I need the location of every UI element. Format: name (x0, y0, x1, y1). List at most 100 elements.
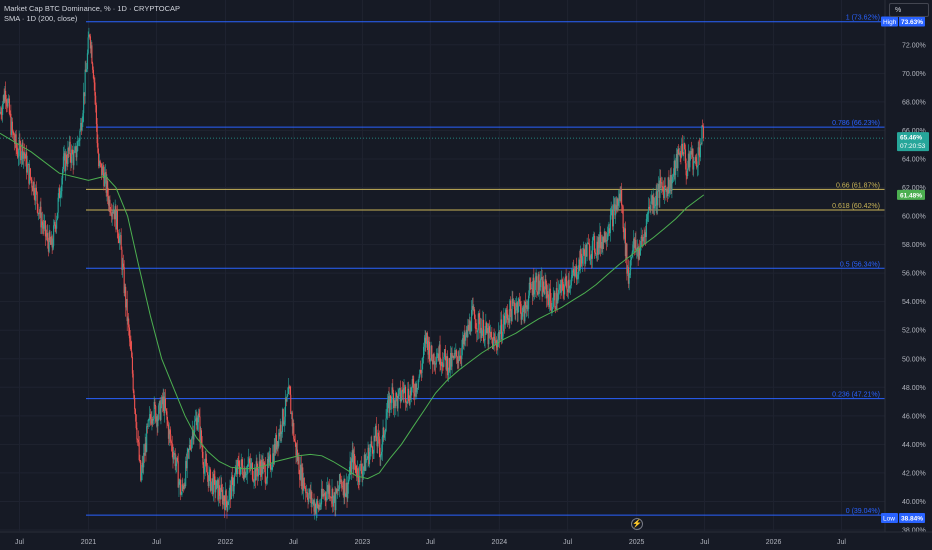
candle-body (7, 100, 9, 107)
candle-body (591, 240, 593, 259)
candle-body (489, 332, 491, 333)
candle-body (476, 328, 478, 333)
candle-body (672, 173, 674, 177)
price-tick-label: 64.00% (902, 156, 926, 163)
lightning-icon[interactable]: ⚡ (631, 518, 643, 530)
candle-body (239, 467, 242, 475)
candle-body (247, 464, 249, 467)
candle-body (623, 228, 625, 239)
fib-level-label: 0.618 (60.42%) (832, 203, 880, 210)
candle-body (505, 309, 507, 319)
candle-body (65, 154, 67, 164)
candle-body (441, 361, 443, 366)
time-axis[interactable]: Jul 2021 Jul 2022 Jul 2023 Jul 2024 Jul 2025 Jul 20… (0, 531, 932, 550)
candle-body (310, 491, 312, 500)
candle-body (435, 357, 437, 365)
candle-body (50, 240, 52, 245)
candle-body (588, 243, 590, 260)
candle-body (286, 395, 288, 402)
candle-body (318, 505, 320, 510)
candle-body (552, 307, 554, 310)
candle-body (553, 292, 555, 298)
candle-body (6, 102, 8, 107)
candle-body (359, 464, 361, 482)
candle-body (140, 471, 142, 481)
candle-body (468, 325, 470, 331)
candle-body (16, 147, 18, 152)
candle-body (152, 418, 154, 421)
candle-body (377, 432, 380, 437)
candle-body (466, 329, 468, 337)
candle-body (233, 486, 235, 492)
candle-body (601, 241, 603, 250)
candle-body (311, 491, 313, 504)
fibonacci-retracement[interactable]: 1 (73.62%) 0.786 (66.23%) 0.66 (61.87%) 0.6… (86, 15, 885, 516)
candle-body (575, 265, 577, 270)
candle-body (617, 198, 619, 206)
candle-body (272, 453, 275, 464)
candle-body (344, 493, 347, 497)
candle-body (49, 231, 51, 241)
candle-body (344, 478, 346, 497)
candle-body (331, 489, 333, 499)
candle-body (556, 288, 558, 304)
candle-body (305, 488, 307, 494)
candle-body (133, 390, 135, 398)
symbol-title[interactable]: Market Cap BTC Dominance, % · 1D · CRYPT… (4, 4, 181, 13)
high-badge-value-bg (899, 16, 925, 27)
candle-body (338, 489, 340, 492)
candle-body (71, 149, 73, 163)
candle-body (289, 386, 291, 395)
candle-body (681, 143, 683, 154)
candle-body (477, 313, 479, 331)
candle-body (372, 453, 374, 454)
candle-body (374, 435, 376, 438)
candle-body (398, 390, 400, 395)
candle-body (566, 281, 568, 290)
candle-body (627, 267, 629, 274)
candle-body (2, 104, 4, 115)
candle-body (697, 147, 699, 166)
candle-body (495, 340, 497, 344)
candle-body (128, 318, 130, 328)
candle-body (162, 396, 164, 405)
candle-body (260, 459, 263, 477)
candle-body (263, 462, 265, 463)
candle-body (266, 478, 268, 484)
candle-body (164, 398, 166, 413)
candle-body (647, 213, 649, 215)
candle-body (524, 301, 526, 322)
candle-body (651, 195, 653, 205)
sma-indicator-label[interactable]: SMA · 1D (200, close) (4, 14, 78, 23)
percent-scale-button[interactable]: % (889, 3, 929, 17)
candle-body (306, 491, 308, 498)
candle-body (357, 468, 359, 481)
candle-body (63, 153, 65, 157)
candle-body (498, 331, 500, 341)
candle-body (378, 436, 380, 448)
candle-body (215, 489, 217, 493)
candle-body (14, 134, 16, 144)
candle-body (288, 386, 290, 388)
candle-body (212, 473, 215, 495)
candle-body (489, 326, 491, 333)
candle-body (236, 467, 238, 475)
candle-body (206, 463, 208, 473)
price-axis[interactable]: 38.00% 40.00% 42.00% 44.00% 46.00% 48.00% 50.0… (884, 0, 932, 550)
candlesticks (0, 27, 704, 521)
candle-body (670, 174, 672, 191)
fib-level-label: 0.236 (47.21%) (832, 392, 880, 399)
price-tick-label: 54.00% (902, 299, 926, 306)
candle-body (278, 432, 280, 447)
candle-body (126, 299, 128, 322)
candle-body (168, 430, 170, 439)
candle-body (23, 152, 25, 156)
candle-body (661, 182, 663, 187)
candle-body (478, 313, 480, 318)
candle-body (165, 408, 167, 412)
candle-body (576, 277, 578, 280)
candle-body (111, 211, 113, 217)
candle-body (308, 494, 310, 502)
candle-body (454, 353, 456, 354)
